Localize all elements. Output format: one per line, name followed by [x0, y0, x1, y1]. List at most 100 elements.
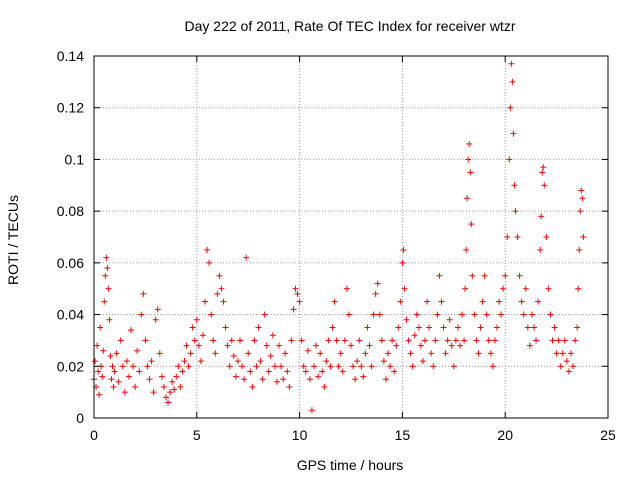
data-point	[578, 187, 585, 194]
data-point	[391, 368, 398, 375]
data-point	[535, 298, 542, 305]
data-point	[358, 363, 365, 370]
data-point	[144, 363, 151, 370]
data-point	[102, 272, 109, 279]
data-point	[99, 373, 106, 380]
data-point	[103, 254, 110, 261]
data-point	[426, 324, 433, 331]
data-point	[94, 342, 101, 349]
data-point	[498, 311, 505, 318]
data-point	[265, 368, 272, 375]
data-point	[549, 337, 556, 344]
data-point	[461, 337, 468, 344]
data-point	[331, 298, 338, 305]
data-point	[419, 358, 426, 365]
data-point	[294, 290, 301, 297]
data-point	[466, 140, 473, 147]
data-point	[555, 337, 562, 344]
data-point	[397, 298, 404, 305]
y-tick-label: 0.12	[57, 100, 84, 116]
data-point	[464, 195, 471, 202]
data-point	[387, 363, 394, 370]
data-point	[370, 311, 377, 318]
data-point	[382, 376, 389, 383]
data-point	[296, 298, 303, 305]
y-tick-label: 0.1	[65, 151, 85, 167]
data-point	[574, 324, 581, 331]
data-point	[92, 358, 99, 365]
data-point	[415, 324, 422, 331]
plot-frame	[93, 55, 609, 419]
data-point	[436, 272, 443, 279]
data-point	[450, 363, 457, 370]
data-point	[317, 350, 324, 357]
data-point	[319, 368, 326, 375]
y-tick-label: 0	[76, 410, 84, 426]
data-point	[323, 358, 330, 365]
data-point	[575, 285, 582, 292]
data-point	[475, 350, 482, 357]
data-point	[228, 337, 235, 344]
data-point	[109, 363, 116, 370]
data-point	[206, 259, 213, 266]
data-point	[553, 350, 560, 357]
data-point	[500, 285, 507, 292]
data-point	[467, 169, 474, 176]
data-point	[259, 376, 266, 383]
data-point	[409, 363, 416, 370]
data-point	[576, 246, 583, 253]
data-point	[230, 352, 237, 359]
data-point	[179, 368, 186, 375]
data-point	[208, 311, 215, 318]
data-point	[368, 363, 375, 370]
data-point	[138, 311, 145, 318]
y-tick-label: 0.14	[57, 48, 84, 64]
y-tick-label: 0.04	[57, 307, 84, 323]
data-point	[462, 285, 469, 292]
data-point	[579, 195, 586, 202]
data-point	[171, 386, 178, 393]
data-point	[220, 298, 227, 305]
data-point	[528, 311, 535, 318]
data-point	[152, 316, 159, 323]
data-point	[572, 337, 579, 344]
y-tick-label: 0.02	[57, 358, 84, 374]
x-axis-label: GPS time / hours	[297, 457, 404, 473]
data-point	[300, 363, 307, 370]
data-point	[545, 285, 552, 292]
data-point	[249, 383, 256, 390]
data-point	[247, 368, 254, 375]
data-point	[452, 337, 459, 344]
data-point	[95, 368, 102, 375]
data-point	[413, 311, 420, 318]
data-point	[146, 376, 153, 383]
data-point	[148, 358, 155, 365]
data-point	[403, 316, 410, 323]
data-point	[400, 246, 407, 253]
data-point	[245, 350, 252, 357]
data-point	[493, 324, 500, 331]
data-point	[422, 337, 429, 344]
data-point	[487, 350, 494, 357]
data-point	[516, 272, 523, 279]
data-point	[199, 332, 206, 339]
data-point	[302, 368, 309, 375]
data-point	[101, 298, 108, 305]
data-point	[181, 358, 188, 365]
data-point	[160, 383, 167, 390]
data-point	[471, 311, 478, 318]
data-point	[483, 311, 490, 318]
data-point	[253, 363, 260, 370]
data-point	[543, 234, 550, 240]
data-point	[315, 373, 322, 380]
data-point	[162, 394, 169, 401]
data-point	[389, 337, 396, 344]
data-point	[288, 337, 295, 344]
data-point	[123, 358, 130, 365]
data-point	[234, 358, 241, 365]
data-point	[518, 298, 525, 305]
data-point	[405, 337, 412, 344]
data-point	[350, 363, 357, 370]
y-tick-label: 0.08	[57, 203, 84, 219]
data-point	[136, 368, 143, 375]
